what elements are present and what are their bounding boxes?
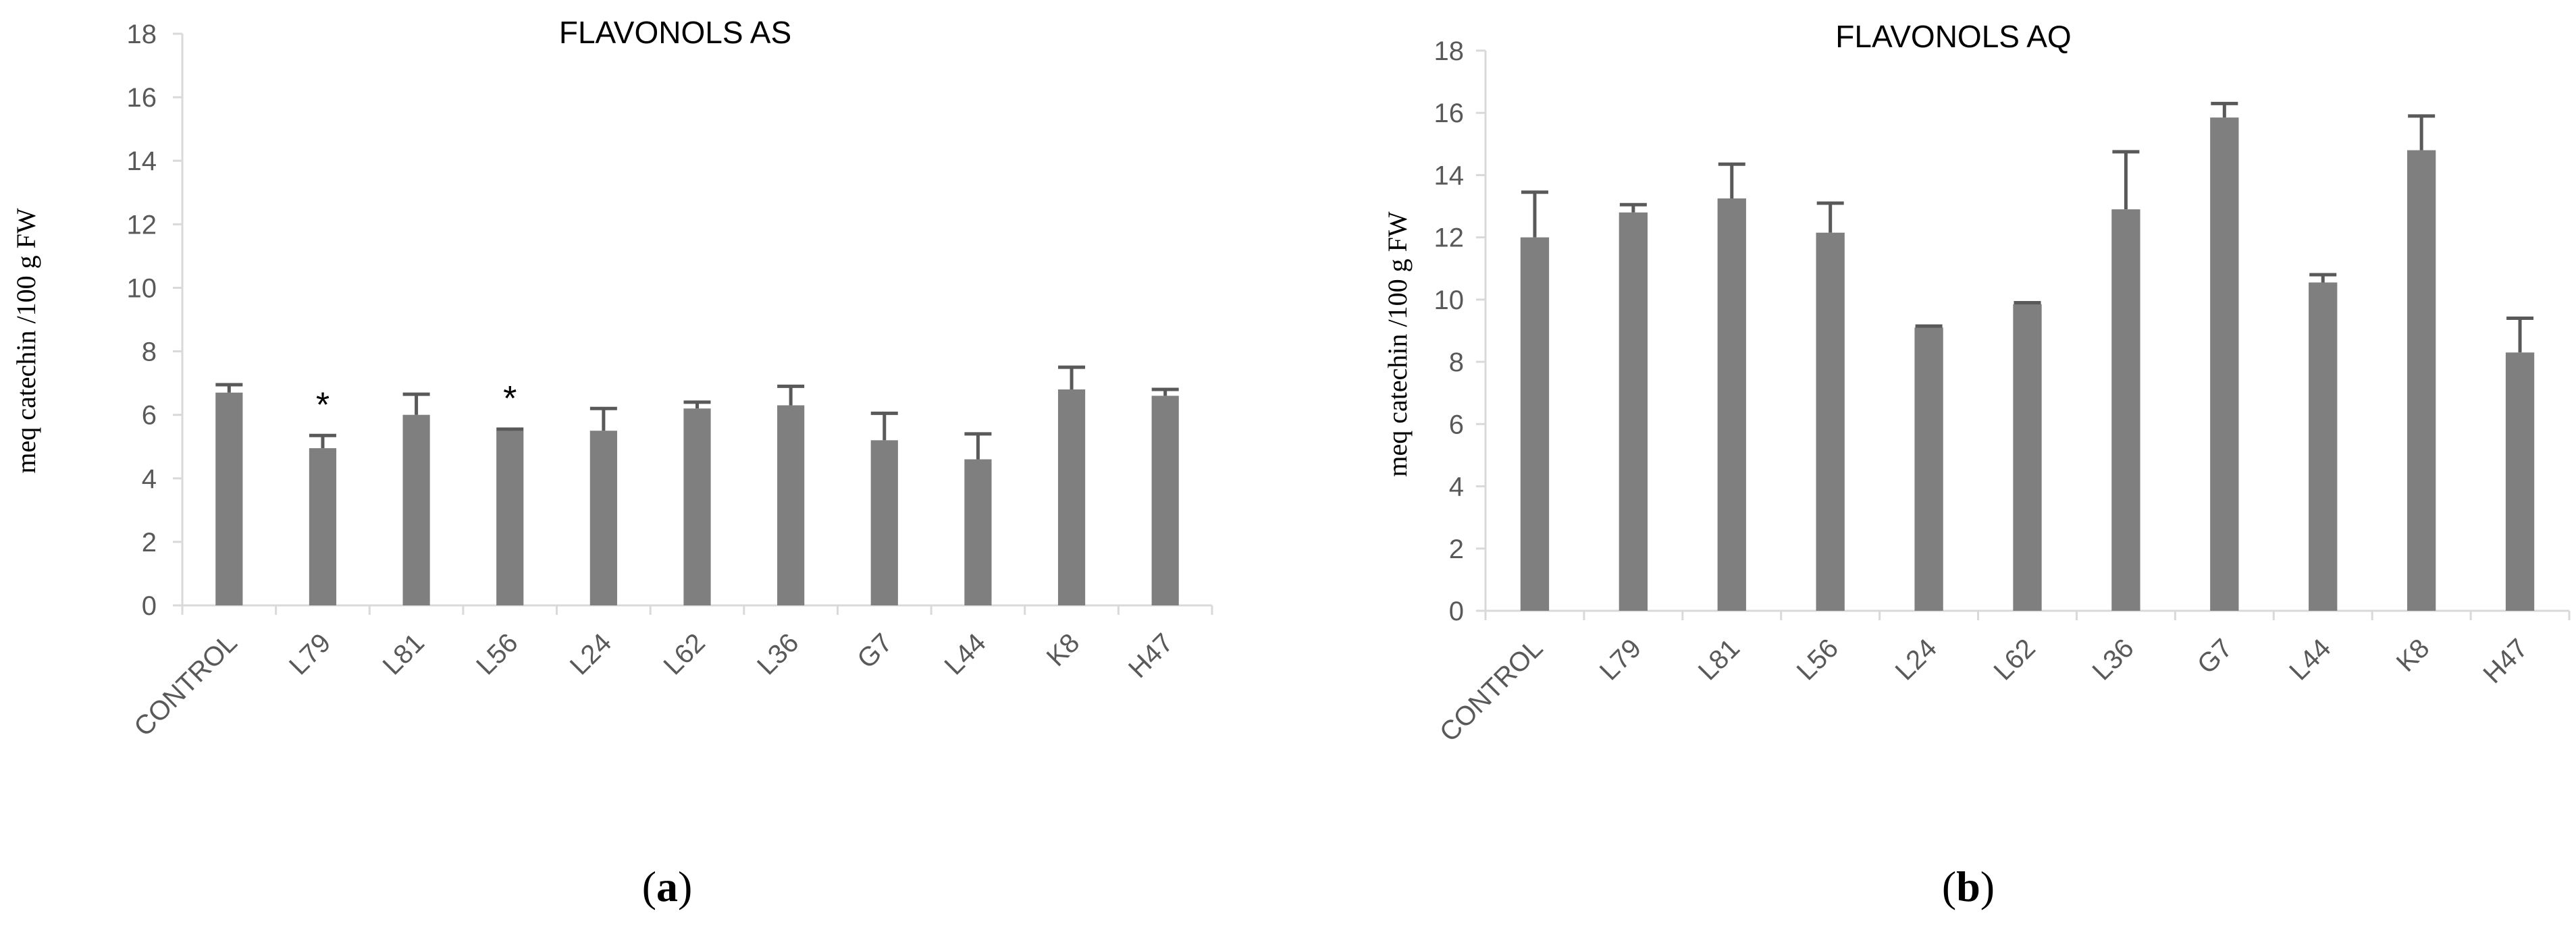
significance-marker-a-l56: * [503, 379, 517, 418]
bar-a-l79 [309, 448, 337, 605]
x-tick-label-a: G7 [851, 628, 898, 674]
y-tick-label-a: 6 [142, 401, 157, 431]
bar-a-control [215, 392, 243, 605]
x-tick-label-a: K8 [1041, 628, 1086, 672]
x-tick-label-b: CONTROL [1434, 633, 1548, 747]
bar-b-k8 [2407, 150, 2436, 611]
y-tick-label-a: 14 [127, 146, 157, 176]
chart-title-b: FLAVONOLS AQ [1835, 19, 2071, 54]
y-tick-label-a: 10 [127, 273, 157, 303]
bar-a-h47 [1151, 395, 1179, 605]
x-tick-label-b: L36 [2086, 633, 2139, 686]
y-tick-label-b: 0 [1449, 597, 1464, 626]
x-tick-label-b: L24 [1890, 633, 1943, 686]
x-tick-label-b: L56 [1791, 633, 1844, 686]
x-tick-label-a: L24 [564, 628, 617, 680]
x-tick-label-a: L81 [377, 628, 430, 680]
y-tick-label-b: 4 [1449, 472, 1464, 502]
chart-panel-a: FLAVONOLS AS meq catechin /100 g FW (a) … [11, 15, 1213, 910]
bar-b-l44 [2309, 282, 2338, 611]
chart-panel-b: FLAVONOLS AQ meq catechin /100 g FW (b) … [1382, 19, 2571, 910]
x-tick-label-b: L81 [1693, 633, 1745, 686]
x-tick-label-b: L79 [1594, 633, 1647, 686]
bar-a-l62 [683, 408, 711, 605]
y-tick-label-a: 16 [127, 83, 157, 113]
bar-a-l81 [402, 414, 430, 605]
y-axis-label-a: meq catechin /100 g FW [11, 208, 41, 473]
bar-b-l24 [1914, 327, 1943, 611]
x-tick-label-a: L56 [471, 628, 523, 680]
chart-title-a: FLAVONOLS AS [559, 15, 791, 50]
y-axis-label-b: meq catechin /100 g FW [1382, 211, 1413, 476]
x-tick-label-b: L62 [1989, 633, 2041, 686]
y-tick-label-b: 6 [1449, 410, 1464, 439]
y-tick-label-b: 14 [1434, 161, 1465, 190]
bar-a-g7 [870, 440, 898, 605]
significance-marker-a-l79: * [316, 385, 330, 425]
x-tick-label-b: K8 [2391, 633, 2436, 678]
panel-label-b: (b) [1942, 863, 1995, 910]
bar-a-l56 [496, 431, 524, 605]
bar-b-l81 [1717, 198, 1746, 611]
bar-b-g7 [2210, 117, 2239, 611]
panel-label-a: (a) [642, 863, 693, 910]
bar-b-l56 [1816, 232, 1845, 611]
bar-b-l79 [1619, 212, 1648, 611]
x-tick-label-a: L44 [939, 628, 991, 680]
x-tick-label-a: L79 [284, 628, 336, 680]
x-tick-label-b: L44 [2284, 633, 2336, 686]
bar-b-control [1520, 237, 1550, 611]
x-tick-label-a: L62 [658, 628, 711, 680]
x-tick-label-a: H47 [1123, 628, 1179, 684]
y-tick-label-b: 8 [1449, 348, 1464, 377]
bar-b-h47 [2505, 352, 2535, 611]
bar-a-k8 [1057, 389, 1086, 605]
x-tick-label-a: L36 [752, 628, 804, 680]
x-tick-label-a: CONTROL [128, 628, 242, 742]
x-tick-label-b: G7 [2192, 633, 2238, 680]
y-tick-label-b: 12 [1434, 223, 1465, 253]
y-tick-label-a: 2 [142, 528, 157, 557]
y-tick-label-b: 18 [1434, 36, 1465, 66]
bar-b-l36 [2111, 209, 2140, 611]
y-tick-label-b: 2 [1449, 535, 1464, 564]
y-tick-label-b: 10 [1434, 285, 1465, 315]
y-tick-label-a: 12 [127, 210, 157, 240]
x-tick-label-b: H47 [2477, 633, 2533, 689]
bar-b-l62 [2013, 304, 2042, 611]
bar-a-l44 [964, 459, 992, 605]
bar-a-l24 [589, 431, 617, 605]
y-tick-label-a: 0 [142, 591, 157, 621]
y-tick-label-a: 18 [127, 20, 157, 49]
bar-a-l36 [777, 405, 805, 605]
y-tick-label-a: 8 [142, 337, 157, 367]
y-tick-label-b: 16 [1434, 99, 1465, 128]
y-tick-label-a: 4 [142, 464, 157, 494]
